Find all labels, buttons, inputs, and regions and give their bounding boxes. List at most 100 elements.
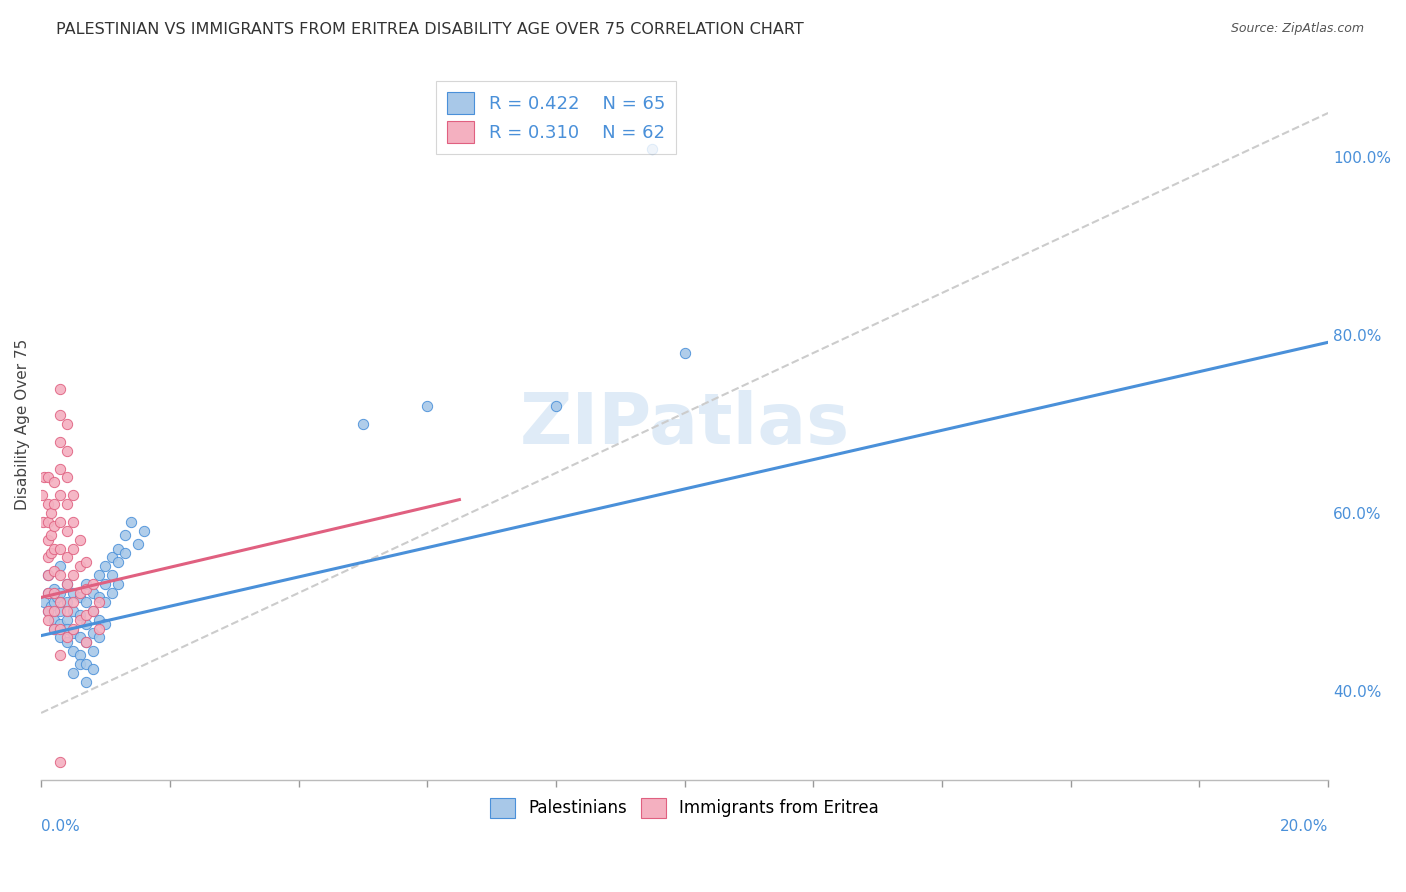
Point	[42, 497, 65, 511]
Point	[75, 635, 97, 649]
Point	[62, 595, 84, 609]
Text: ZIPatlas: ZIPatlas	[520, 390, 849, 458]
Point	[42, 564, 65, 578]
Point	[75, 595, 97, 609]
Point	[37, 550, 59, 565]
Point	[75, 657, 97, 671]
Point	[107, 555, 129, 569]
Point	[56, 577, 79, 591]
Point	[32, 470, 55, 484]
Point	[641, 142, 664, 156]
Point	[87, 631, 110, 645]
Point	[37, 568, 59, 582]
Point	[56, 631, 79, 645]
Point	[120, 515, 142, 529]
Point	[69, 631, 91, 645]
Point	[101, 550, 124, 565]
Point	[75, 608, 97, 623]
Point	[107, 541, 129, 556]
Point	[42, 475, 65, 489]
Point	[62, 644, 84, 658]
Point	[42, 622, 65, 636]
Point	[69, 559, 91, 574]
Point	[56, 470, 79, 484]
Point	[39, 528, 62, 542]
Text: PALESTINIAN VS IMMIGRANTS FROM ERITREA DISABILITY AGE OVER 75 CORRELATION CHART: PALESTINIAN VS IMMIGRANTS FROM ERITREA D…	[56, 22, 804, 37]
Point	[94, 559, 117, 574]
Point	[101, 568, 124, 582]
Point	[56, 497, 79, 511]
Point	[56, 417, 79, 431]
Point	[62, 568, 84, 582]
Point	[69, 648, 91, 663]
Point	[37, 470, 59, 484]
Point	[39, 599, 62, 614]
Point	[49, 434, 72, 449]
Point	[114, 528, 136, 542]
Point	[49, 586, 72, 600]
Point	[62, 622, 84, 636]
Point	[69, 586, 91, 600]
Point	[75, 635, 97, 649]
Point	[87, 591, 110, 605]
Point	[82, 604, 104, 618]
Point	[49, 541, 72, 556]
Point	[42, 541, 65, 556]
Point	[75, 674, 97, 689]
Text: 20.0%: 20.0%	[1279, 819, 1329, 834]
Point	[46, 591, 69, 605]
Point	[49, 604, 72, 618]
Point	[62, 515, 84, 529]
Point	[37, 533, 59, 547]
Point	[87, 568, 110, 582]
Point	[69, 591, 91, 605]
Point	[127, 537, 149, 551]
Point	[69, 608, 91, 623]
Point	[544, 399, 567, 413]
Point	[101, 586, 124, 600]
Point	[56, 604, 79, 618]
Point	[75, 555, 97, 569]
Point	[62, 604, 84, 618]
Point	[87, 595, 110, 609]
Point	[69, 613, 91, 627]
Legend: Palestinians, Immigrants from Eritrea: Palestinians, Immigrants from Eritrea	[484, 791, 886, 824]
Point	[49, 568, 72, 582]
Point	[34, 595, 56, 609]
Text: Source: ZipAtlas.com: Source: ZipAtlas.com	[1230, 22, 1364, 36]
Point	[39, 506, 62, 520]
Point	[49, 408, 72, 422]
Point	[132, 524, 155, 538]
Point	[42, 519, 65, 533]
Point	[673, 346, 696, 360]
Point	[56, 595, 79, 609]
Point	[32, 515, 55, 529]
Point	[49, 461, 72, 475]
Point	[62, 488, 84, 502]
Point	[49, 488, 72, 502]
Point	[37, 568, 59, 582]
Point	[114, 546, 136, 560]
Point	[56, 622, 79, 636]
Text: 0.0%: 0.0%	[41, 819, 80, 834]
Point	[75, 617, 97, 632]
Point	[87, 613, 110, 627]
Point	[56, 577, 79, 591]
Point	[42, 604, 65, 618]
Point	[94, 595, 117, 609]
Point	[82, 604, 104, 618]
Point	[56, 550, 79, 565]
Point	[62, 586, 84, 600]
Point	[49, 515, 72, 529]
Point	[82, 626, 104, 640]
Point	[49, 382, 72, 396]
Point	[37, 604, 59, 618]
Point	[39, 546, 62, 560]
Point	[49, 648, 72, 663]
Point	[56, 443, 79, 458]
Point	[49, 622, 72, 636]
Point	[82, 644, 104, 658]
Point	[49, 631, 72, 645]
Point	[416, 399, 439, 413]
Point	[42, 595, 65, 609]
